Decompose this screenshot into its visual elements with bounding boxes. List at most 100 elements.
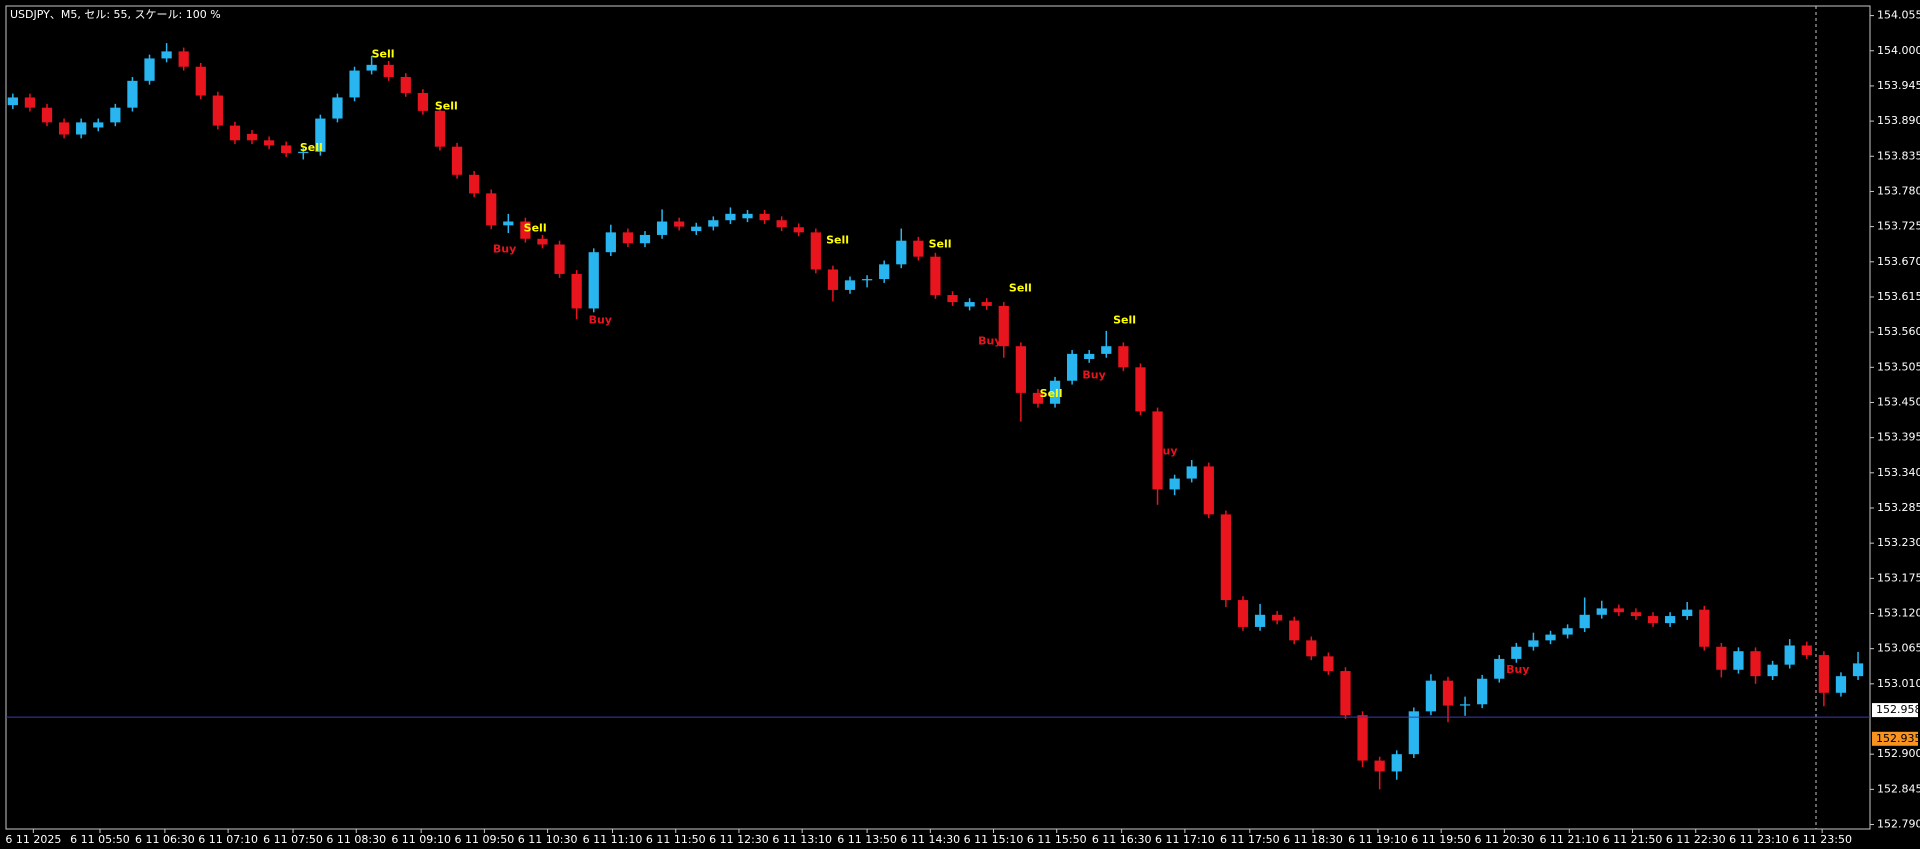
candle-body	[1049, 380, 1061, 404]
candle-body	[1084, 353, 1095, 359]
y-tick-label: 153.450	[1877, 395, 1920, 408]
candle-body	[844, 280, 856, 290]
y-tick-label: 153.505	[1877, 360, 1920, 373]
candle-body	[1032, 392, 1044, 404]
candle-body	[1254, 614, 1266, 627]
x-tick-label: 6 11 19:10	[1348, 833, 1408, 846]
y-tick-label: 153.175	[1877, 571, 1920, 584]
candle-body	[263, 140, 275, 146]
candle-body	[656, 221, 668, 235]
candle-body	[1101, 346, 1112, 354]
x-tick-label: 6 11 19:50	[1411, 833, 1471, 846]
x-tick-label: 6 11 14:30	[900, 833, 960, 846]
x-tick-label: 6 11 23:50	[1792, 833, 1852, 846]
x-tick-label: 6 11 11:10	[583, 833, 643, 846]
candle-body	[298, 151, 309, 154]
plot-frame	[5, 5, 1871, 830]
candle-body	[1699, 609, 1710, 647]
candle-body	[1425, 680, 1437, 712]
candle-body	[861, 279, 873, 281]
candle-body	[1528, 640, 1539, 647]
candle-body	[383, 64, 394, 77]
candle-body	[554, 244, 565, 274]
price-label-bg	[1872, 731, 1918, 746]
signal-label: Buy	[1082, 369, 1105, 382]
candle-body	[1272, 614, 1283, 621]
y-tick-label: 153.725	[1877, 220, 1920, 233]
candle-body	[896, 240, 907, 265]
candle-body	[451, 146, 463, 175]
x-tick-label: 6 11 07:50	[263, 833, 323, 846]
candle-body	[1066, 353, 1078, 381]
candle-body	[1306, 640, 1317, 657]
x-tick-label: 6 11 06:30	[135, 833, 195, 846]
y-tick-label: 152.845	[1877, 782, 1920, 795]
candle-body	[1152, 411, 1163, 490]
candle-body	[212, 95, 223, 126]
candle-body	[195, 66, 206, 96]
candle-body	[1596, 608, 1607, 615]
candle-body	[1835, 676, 1847, 693]
candle-body	[110, 107, 121, 123]
candle-body	[7, 97, 18, 106]
x-tick-label: 6 11 12:30	[709, 833, 769, 846]
y-tick-label: 153.560	[1877, 325, 1920, 338]
x-tick-label: 6 11 21:50	[1603, 833, 1663, 846]
candle-body	[58, 122, 70, 135]
x-tick-label: 6 11 09:50	[455, 833, 515, 846]
signal-label: Sell	[929, 238, 952, 251]
signal-label: Sell	[1040, 387, 1063, 400]
candle-body	[1118, 346, 1129, 368]
candle-body	[571, 273, 582, 309]
candle-body	[178, 51, 189, 67]
price-label-bg	[1872, 703, 1918, 718]
signal-label: Sell	[1113, 314, 1136, 327]
x-tick-label: 6 11 17:50	[1220, 833, 1280, 846]
candle-body	[366, 64, 377, 71]
candle-body	[144, 58, 155, 81]
x-tick-label: 6 11 13:10	[772, 833, 832, 846]
chart-title: USDJPY、M5, セル: 55, スケール: 100 %	[10, 8, 221, 21]
x-tick-label: 6 11 16:30	[1092, 833, 1152, 846]
candle-body	[930, 256, 941, 296]
candle-body	[1220, 514, 1232, 601]
candle-body	[486, 193, 497, 226]
candle-body	[1391, 754, 1402, 772]
candle-body	[1015, 346, 1026, 393]
candle-body	[998, 305, 1009, 347]
y-tick-label: 153.395	[1877, 431, 1920, 444]
candle-body	[349, 70, 360, 98]
candle-body	[229, 125, 241, 141]
x-tick-label: 6 11 08:30	[326, 833, 386, 846]
candle-body	[1750, 651, 1761, 677]
candle-body	[417, 92, 429, 111]
candle-body	[725, 213, 736, 221]
candle-body	[76, 122, 87, 135]
candle-body	[759, 213, 770, 221]
candle-body	[469, 174, 480, 194]
candle-body	[1511, 646, 1522, 659]
y-tick-label: 153.340	[1877, 466, 1920, 479]
candle-body	[1135, 367, 1146, 412]
candle-body	[674, 221, 685, 227]
price-label: 152.935	[1876, 732, 1920, 745]
y-tick-label: 154.055	[1877, 9, 1920, 22]
candle-body	[1767, 664, 1778, 677]
x-tick-label: 6 11 10:30	[518, 833, 578, 846]
candle-body	[776, 220, 787, 228]
signal-label: Buy	[1506, 663, 1529, 676]
y-tick-label: 153.230	[1877, 536, 1920, 549]
signal-label: Buy	[589, 314, 612, 327]
y-tick-label: 153.285	[1877, 501, 1920, 514]
y-tick-label: 153.945	[1877, 79, 1920, 92]
signal-label: Sell	[300, 141, 323, 154]
candle-body	[1289, 620, 1300, 641]
x-tick-label: 6 11 05:50	[70, 833, 130, 846]
candle-body	[1647, 616, 1659, 624]
candle-body	[605, 232, 616, 253]
candle-body	[691, 226, 702, 232]
signal-label: Sell	[435, 99, 458, 112]
candle-body	[981, 302, 992, 306]
candle-body	[503, 221, 514, 226]
candle-body	[281, 145, 292, 154]
